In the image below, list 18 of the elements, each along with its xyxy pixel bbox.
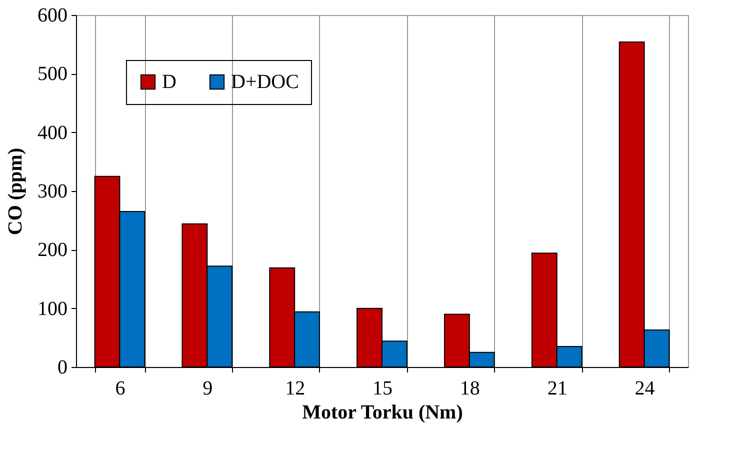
x-tick-label: 24	[634, 378, 655, 400]
y-tick-label: 300	[38, 180, 68, 202]
y-tick-label: 100	[38, 298, 68, 320]
y-tick-label: 500	[38, 63, 68, 86]
y-tick-label: 200	[38, 239, 68, 262]
legend-label: D+DOC	[231, 71, 299, 93]
x-tick-label: 12	[285, 378, 306, 400]
x-tick-label: 15	[372, 378, 392, 400]
x-tick-label: 21	[547, 378, 568, 400]
y-axis-title: CO (ppm)	[4, 148, 26, 236]
y-tick-label: 400	[38, 122, 68, 144]
x-tick-label: 18	[460, 378, 480, 400]
y-tick-label: 600	[38, 4, 68, 26]
x-axis-title: Motor Torku (Nm)	[302, 402, 463, 424]
x-tick-label: 6	[115, 378, 126, 400]
y-tick-label: 0	[58, 356, 68, 378]
legend-label: D	[162, 71, 176, 93]
x-tick-label: 9	[202, 378, 213, 400]
